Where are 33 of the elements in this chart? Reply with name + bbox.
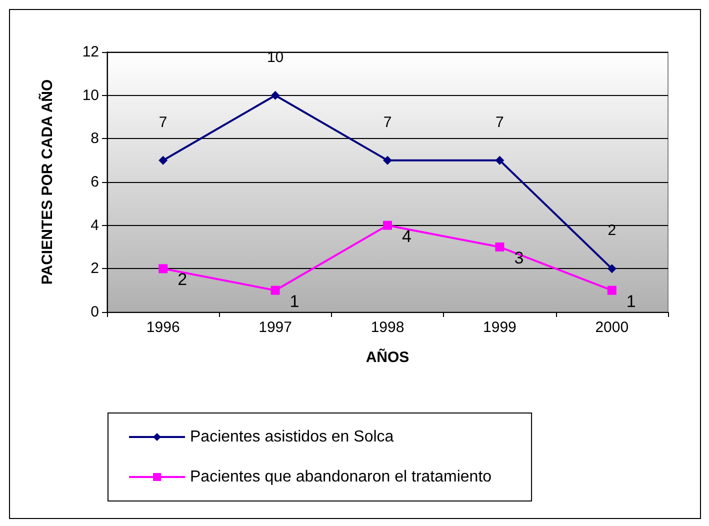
data-label: 1 [626, 292, 636, 311]
data-label: 1 [290, 292, 300, 311]
y-tick-label: 10 [82, 86, 99, 104]
y-axis-title: PACIENTES POR CADA AÑO [38, 79, 56, 285]
point [607, 286, 616, 295]
point [158, 264, 168, 274]
point [158, 156, 168, 165]
x-tick-label: 2000 [595, 319, 629, 336]
y-tick-label: 0 [90, 304, 99, 320]
data-label: 7 [383, 114, 392, 131]
data-label: 4 [402, 226, 412, 246]
x-tick-label: 1998 [370, 319, 404, 336]
y-tick-label: 12 [82, 44, 99, 60]
data-label: 2 [178, 270, 188, 290]
point [383, 220, 392, 230]
point [495, 156, 504, 165]
x-tick-label: 1997 [258, 319, 292, 336]
x-axis-title: AÑOS [366, 348, 410, 366]
y-tick-label: 6 [90, 174, 99, 190]
point [495, 242, 504, 252]
legend-label: Pacientes asistidos en Solca [190, 428, 394, 446]
y-tick-label: 8 [90, 130, 99, 148]
point [270, 286, 280, 295]
y-tick-label: 2 [90, 260, 99, 278]
legend-label: Pacientes que abandonaron el tratamiento [190, 468, 492, 486]
point [383, 156, 392, 165]
x-tick-label: 1996 [146, 319, 180, 336]
data-label: 7 [496, 114, 504, 131]
data-label: 7 [158, 114, 168, 131]
point [270, 90, 280, 100]
x-tick-label: 1999 [483, 319, 516, 336]
point [607, 264, 616, 274]
y-tick-label: 4 [90, 216, 99, 234]
